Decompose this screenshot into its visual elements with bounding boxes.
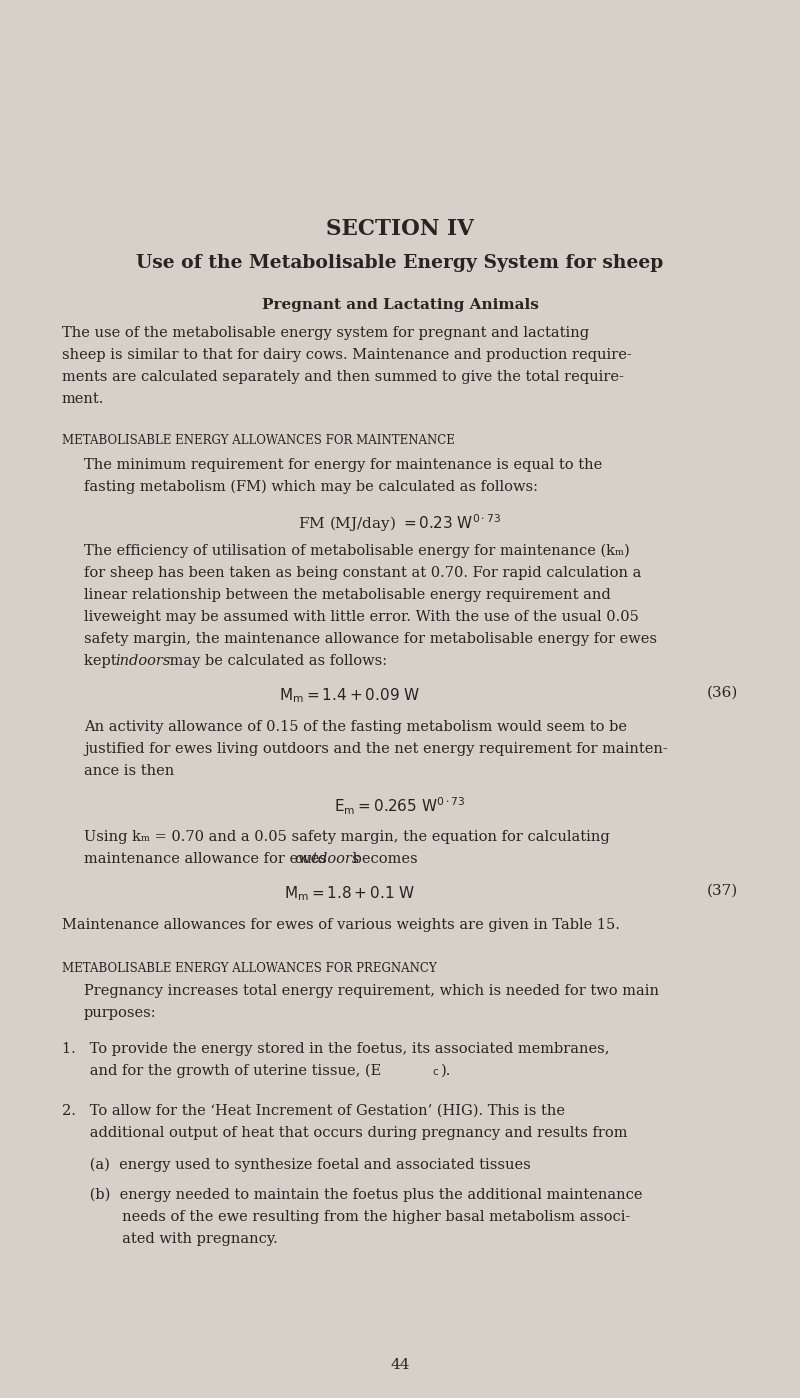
Text: The minimum requirement for energy for maintenance is equal to the: The minimum requirement for energy for m…	[84, 459, 602, 473]
Text: needs of the ewe resulting from the higher basal metabolism associ-: needs of the ewe resulting from the high…	[62, 1211, 630, 1225]
Text: for sheep has been taken as being constant at 0.70. For rapid calculation a: for sheep has been taken as being consta…	[84, 566, 642, 580]
Text: purposes:: purposes:	[84, 1007, 157, 1021]
Text: (36): (36)	[706, 686, 738, 700]
Text: $\mathrm{M_m} = 1.4 + 0.09\ \mathrm{W}$: $\mathrm{M_m} = 1.4 + 0.09\ \mathrm{W}$	[279, 686, 421, 705]
Text: Use of the Metabolisable Energy System for sheep: Use of the Metabolisable Energy System f…	[136, 254, 664, 273]
Text: justified for ewes living outdoors and the net energy requirement for mainten-: justified for ewes living outdoors and t…	[84, 742, 668, 756]
Text: linear relationship between the metabolisable energy requirement and: linear relationship between the metaboli…	[84, 589, 610, 603]
Text: ments are calculated separately and then summed to give the total require-: ments are calculated separately and then…	[62, 370, 624, 384]
Text: ment.: ment.	[62, 391, 104, 405]
Text: Maintenance allowances for ewes of various weights are given in Table 15.: Maintenance allowances for ewes of vario…	[62, 918, 620, 932]
Text: FM (MJ/day) $= 0.23\ \mathrm{W}^{0\cdot73}$: FM (MJ/day) $= 0.23\ \mathrm{W}^{0\cdot7…	[298, 512, 502, 534]
Text: METABOLISABLE ENERGY ALLOWANCES FOR PREGNANCY: METABOLISABLE ENERGY ALLOWANCES FOR PREG…	[62, 962, 437, 974]
Text: liveweight may be assumed with little error. With the use of the usual 0.05: liveweight may be assumed with little er…	[84, 610, 639, 624]
Text: The efficiency of utilisation of metabolisable energy for maintenance (kₘ): The efficiency of utilisation of metabol…	[84, 544, 630, 558]
Text: METABOLISABLE ENERGY ALLOWANCES FOR MAINTENANCE: METABOLISABLE ENERGY ALLOWANCES FOR MAIN…	[62, 433, 455, 447]
Text: ated with pregnancy.: ated with pregnancy.	[62, 1232, 278, 1246]
Text: (a)  energy used to synthesize foetal and associated tissues: (a) energy used to synthesize foetal and…	[62, 1158, 530, 1173]
Text: 2.   To allow for the ‘Heat Increment of Gestation’ (HIG). This is the: 2. To allow for the ‘Heat Increment of G…	[62, 1104, 565, 1118]
Text: Using kₘ = 0.70 and a 0.05 safety margin, the equation for calculating: Using kₘ = 0.70 and a 0.05 safety margin…	[84, 830, 610, 844]
Text: ance is then: ance is then	[84, 763, 174, 779]
Text: and for the growth of uterine tissue, (E: and for the growth of uterine tissue, (E	[62, 1064, 382, 1078]
Text: indoors: indoors	[115, 654, 170, 668]
Text: outdoors: outdoors	[294, 851, 359, 865]
Text: additional output of heat that occurs during pregnancy and results from: additional output of heat that occurs du…	[62, 1125, 627, 1139]
Text: may be calculated as follows:: may be calculated as follows:	[165, 654, 387, 668]
Text: fasting metabolism (FM) which may be calculated as follows:: fasting metabolism (FM) which may be cal…	[84, 480, 538, 495]
Text: SECTION IV: SECTION IV	[326, 218, 474, 240]
Text: $\mathrm{M_m} = 1.8 + 0.1\ \mathrm{W}$: $\mathrm{M_m} = 1.8 + 0.1\ \mathrm{W}$	[284, 884, 416, 903]
Text: Pregnant and Lactating Animals: Pregnant and Lactating Animals	[262, 298, 538, 312]
Text: 1.   To provide the energy stored in the foetus, its associated membranes,: 1. To provide the energy stored in the f…	[62, 1042, 610, 1055]
Text: ).: ).	[441, 1064, 451, 1078]
Text: kept: kept	[84, 654, 122, 668]
Text: maintenance allowance for ewes: maintenance allowance for ewes	[84, 851, 331, 865]
Text: becomes: becomes	[348, 851, 418, 865]
Text: sheep is similar to that for dairy cows. Maintenance and production require-: sheep is similar to that for dairy cows.…	[62, 348, 632, 362]
Text: 44: 44	[390, 1357, 410, 1371]
Text: (b)  energy needed to maintain the foetus plus the additional maintenance: (b) energy needed to maintain the foetus…	[62, 1188, 642, 1202]
Text: $\mathrm{E_m} = 0.265\ \mathrm{W}^{0\cdot73}$: $\mathrm{E_m} = 0.265\ \mathrm{W}^{0\cdo…	[334, 795, 466, 818]
Text: (37): (37)	[706, 884, 738, 898]
Text: safety margin, the maintenance allowance for metabolisable energy for ewes: safety margin, the maintenance allowance…	[84, 632, 657, 646]
Text: The use of the metabolisable energy system for pregnant and lactating: The use of the metabolisable energy syst…	[62, 326, 589, 340]
Text: An activity allowance of 0.15 of the fasting metabolism would seem to be: An activity allowance of 0.15 of the fas…	[84, 720, 627, 734]
Text: $_\mathrm{c}$: $_\mathrm{c}$	[432, 1064, 439, 1078]
Text: Pregnancy increases total energy requirement, which is needed for two main: Pregnancy increases total energy require…	[84, 984, 659, 998]
